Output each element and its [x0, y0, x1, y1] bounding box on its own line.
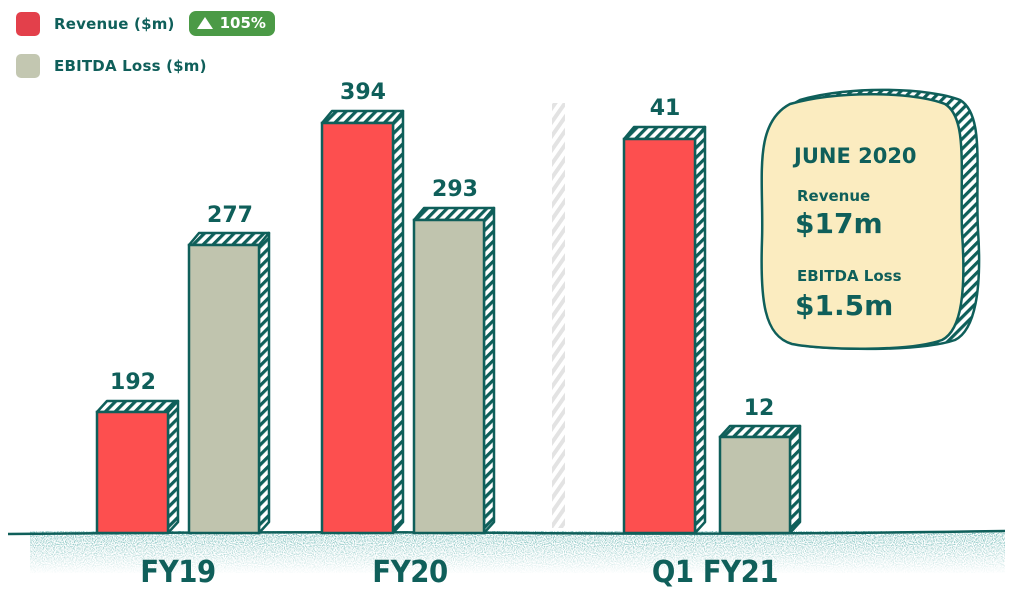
baseline	[7, 529, 1006, 536]
legend-ebitda-label: EBITDA Loss ($m)	[54, 57, 207, 75]
value-label-fy20-revenue: 394	[340, 80, 386, 105]
ebitda-swatch	[16, 54, 40, 78]
category-label-q1fy21: Q1 FY21	[651, 555, 779, 590]
bar-fy20-ebitda	[412, 206, 496, 535]
bar-fy19-revenue	[95, 399, 180, 535]
bar-fy19-ebitda	[187, 231, 271, 535]
ground-texture	[30, 531, 1005, 573]
callout-revenue-label: Revenue	[797, 187, 871, 205]
legend-revenue-label: Revenue ($m)	[54, 14, 175, 33]
bar-fy20-revenue	[320, 109, 405, 535]
value-label-q1fy21-revenue: 41	[649, 96, 681, 121]
revenue-swatch	[16, 11, 40, 36]
callout-ebitda-value: $1.5m	[795, 289, 894, 322]
callout-ebitda-label: EBITDA Loss	[797, 267, 902, 285]
callout-revenue-value: $17m	[795, 207, 883, 240]
callout-title: JUNE 2020	[794, 144, 917, 168]
up-triangle-icon	[196, 17, 213, 29]
legend-ebitda: EBITDA Loss ($m)	[16, 54, 207, 78]
category-label-fy20: FY20	[372, 555, 448, 590]
bar-q1fy21-revenue	[622, 125, 707, 535]
growth-badge: 105%	[188, 11, 275, 36]
bar-q1fy21-ebitda	[718, 424, 802, 535]
legend-revenue: Revenue ($m) 105%	[16, 11, 275, 36]
category-label-fy19: FY19	[140, 555, 216, 590]
section-divider	[552, 103, 565, 528]
growth-badge-text: 105%	[219, 14, 266, 32]
value-label-fy19-revenue: 192	[110, 370, 156, 395]
june-2020-callout	[760, 88, 981, 351]
value-label-q1fy21-ebitda: 12	[743, 396, 775, 421]
value-label-fy20-ebitda: 293	[432, 177, 478, 202]
value-label-fy19-ebitda: 277	[207, 203, 253, 228]
